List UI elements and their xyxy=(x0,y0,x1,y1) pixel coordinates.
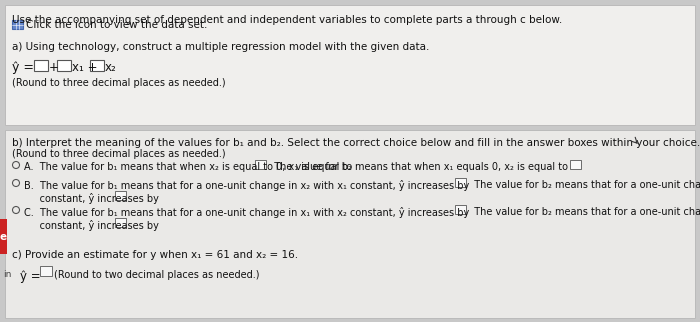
Text: B.  The value for b₁ means that for a one-unit change in x₂ with x₁ constant, ŷ : B. The value for b₁ means that for a one… xyxy=(24,180,469,191)
Bar xyxy=(570,160,581,169)
Text: The value for b₂ means that for a one-unit change in x₂ with x₁: The value for b₂ means that for a one-un… xyxy=(468,207,700,217)
Text: b) Interpret the meaning of the values for b₁ and b₂. Select the correct choice : b) Interpret the meaning of the values f… xyxy=(12,138,700,148)
Bar xyxy=(455,205,466,214)
Text: (Round to three decimal places as needed.): (Round to three decimal places as needed… xyxy=(12,78,225,88)
Text: +: + xyxy=(49,61,59,74)
Bar xyxy=(90,60,104,71)
Bar xyxy=(40,266,52,276)
Text: A.  The value for b₁ means that when x₂ is equal to 0, x₁ is equal to: A. The value for b₁ means that when x₂ i… xyxy=(24,162,352,172)
Text: ŷ =: ŷ = xyxy=(20,270,41,283)
Bar xyxy=(115,191,126,200)
Text: (Round to two decimal places as needed.): (Round to two decimal places as needed.) xyxy=(54,270,260,280)
Bar xyxy=(34,60,48,71)
Text: The value for b₂ means that when x₁ equals 0, x₂ is equal to: The value for b₂ means that when x₁ equa… xyxy=(268,162,568,172)
Text: in: in xyxy=(3,270,11,279)
Bar xyxy=(5,130,695,318)
Text: a) Using technology, construct a multiple regression model with the given data.: a) Using technology, construct a multipl… xyxy=(12,42,429,52)
Bar xyxy=(0,219,7,254)
Text: (Round to three decimal places as needed.): (Round to three decimal places as needed… xyxy=(12,149,225,159)
Text: Use the accompanying set of dependent and independent variables to complete part: Use the accompanying set of dependent an… xyxy=(12,15,562,25)
Bar xyxy=(115,218,126,227)
Text: C.  The value for b₁ means that for a one-unit change in x₁ with x₂ constant, ŷ : C. The value for b₁ means that for a one… xyxy=(24,207,469,218)
Text: Click the icon to view the data set.: Click the icon to view the data set. xyxy=(26,20,207,30)
Text: ŷ =: ŷ = xyxy=(12,61,38,74)
Bar xyxy=(5,5,695,125)
Bar xyxy=(12,20,23,29)
Bar xyxy=(57,60,71,71)
Text: constant, ŷ increases by: constant, ŷ increases by xyxy=(24,220,159,231)
Text: e: e xyxy=(0,232,7,242)
Bar xyxy=(455,178,466,187)
Text: constant, ŷ increases by: constant, ŷ increases by xyxy=(24,193,159,204)
Text: x₁ +: x₁ + xyxy=(72,61,97,74)
Bar xyxy=(255,160,266,169)
Text: x₂: x₂ xyxy=(105,61,117,74)
Text: c) Provide an estimate for y when x₁ = 61 and x₂ = 16.: c) Provide an estimate for y when x₁ = 6… xyxy=(12,250,298,260)
Text: The value for b₂ means that for a one-unit change in x₁ with x₂: The value for b₂ means that for a one-un… xyxy=(468,180,700,190)
